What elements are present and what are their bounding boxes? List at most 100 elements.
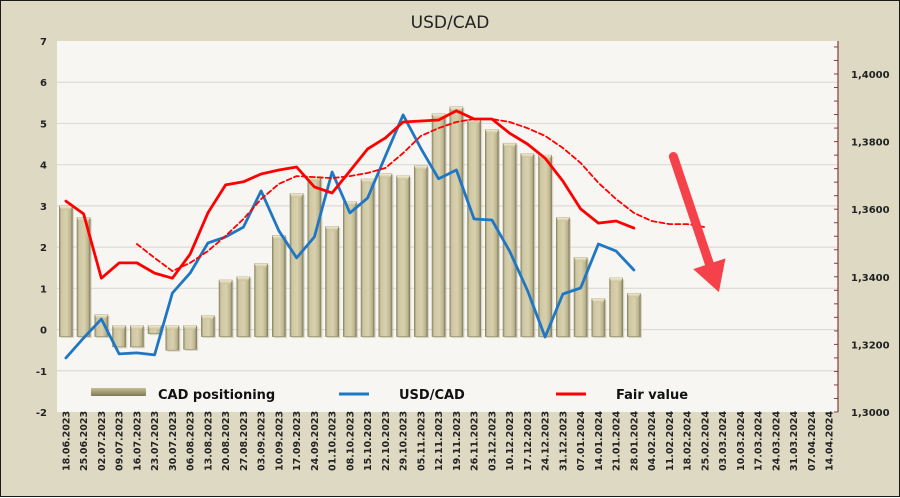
bar: [343, 201, 358, 339]
left-tick-label: 3: [40, 202, 47, 213]
x-tick-label: 16.07.2023: [132, 411, 143, 471]
left-tick-label: 1: [40, 284, 47, 295]
x-tick-label: 29.10.2023: [399, 411, 410, 471]
x-tick-label: 15.10.2023: [363, 411, 374, 471]
bar: [272, 235, 287, 339]
bar-cap: [219, 280, 233, 285]
left-tick-label: 2: [40, 243, 47, 254]
bar-cap: [325, 226, 339, 231]
legend: CAD positioning USD/CAD Fair value: [91, 388, 688, 403]
bar-body: [59, 205, 73, 337]
line-fair-value: [64, 109, 636, 280]
x-tick-label: 17.09.2023: [292, 411, 303, 471]
bar-body: [396, 175, 410, 337]
right-tick-label: 1,3800: [851, 138, 890, 149]
bar-body: [414, 165, 428, 337]
x-tick-label: 10.12.2023: [505, 411, 516, 471]
bar: [236, 276, 252, 339]
left-tick-label: 5: [40, 119, 47, 130]
bar-cap: [414, 165, 428, 170]
x-tick-label: 14.04.2024: [825, 411, 836, 471]
bar: [520, 153, 536, 339]
arrow-head: [693, 258, 726, 293]
x-tick-label: 20.08.2023: [221, 411, 232, 471]
bar-body: [520, 153, 535, 337]
bar-cap: [503, 143, 517, 148]
bar: [325, 226, 341, 339]
arrow-shaft: [668, 151, 714, 269]
bar-cap: [396, 175, 410, 180]
bar: [112, 325, 128, 349]
x-tick-label: 19.11.2023: [452, 411, 463, 471]
x-tick-label: 21.01.2024: [612, 411, 623, 471]
line-series: [64, 109, 706, 360]
bar: [609, 277, 625, 339]
x-tick-label: 24.03.2024: [771, 411, 782, 471]
x-tick-label: 07.01.2024: [576, 411, 587, 471]
bar-body: [573, 257, 588, 337]
bar: [360, 178, 376, 339]
bar-cap: [627, 293, 641, 298]
x-tick-label: 04.02.2024: [647, 411, 658, 471]
left-tick-label: -1: [36, 367, 47, 378]
bar-cap: [148, 325, 162, 330]
line-usd-cad: [64, 113, 636, 360]
bar-cap: [520, 153, 534, 158]
x-tick-label: 22.10.2023: [381, 411, 392, 471]
left-tick-label: 0: [40, 326, 47, 337]
bar: [538, 154, 554, 339]
bar-body: [538, 154, 552, 337]
x-tick-label: 17.03.2024: [754, 411, 765, 471]
bar-cap: [556, 217, 570, 222]
bar-body: [325, 226, 339, 337]
x-tick-label: 24.12.2023: [541, 411, 552, 471]
x-tick-label: 18.02.2024: [683, 411, 694, 471]
x-tick-label: 03.12.2023: [487, 411, 498, 471]
bar-cap: [130, 325, 144, 330]
x-tick-label: 09.07.2023: [115, 411, 126, 471]
x-tick-label: 05.11.2023: [416, 411, 427, 471]
legend-label: CAD positioning: [158, 388, 275, 403]
bar-cap: [236, 276, 250, 281]
bar: [378, 173, 394, 339]
bar: [289, 193, 305, 339]
bar-body: [467, 119, 481, 337]
bar-series-cad-positioning: [59, 106, 642, 352]
x-tick-label: 27.08.2023: [239, 411, 250, 471]
legend-item: CAD positioning: [91, 388, 275, 403]
left-tick-label: 6: [40, 78, 47, 89]
bar: [307, 176, 323, 339]
x-tick-label: 01.10.2023: [328, 411, 339, 471]
bar-body: [485, 129, 499, 337]
bar-cap: [183, 325, 197, 330]
x-tick-label: 12.11.2023: [434, 411, 445, 471]
bar-cap: [449, 106, 463, 111]
x-tick-label: 31.12.2023: [558, 411, 569, 471]
bar: [254, 263, 270, 339]
x-tick-label: 14.01.2024: [594, 411, 605, 471]
right-tick-label: 1,3600: [851, 205, 890, 216]
bar-cap: [112, 325, 126, 330]
bar: [485, 129, 500, 339]
bar: [414, 165, 429, 339]
bar-body: [307, 176, 322, 337]
bar-cap: [201, 315, 215, 320]
bar-cap: [165, 325, 179, 330]
bar-cap: [254, 263, 268, 268]
right-tick-label: 1,3400: [851, 273, 890, 284]
bar: [183, 325, 199, 351]
x-tick-label: 30.07.2023: [168, 411, 179, 471]
x-tick-label: 28.01.2024: [629, 411, 640, 471]
x-tick-label: 24.09.2023: [310, 411, 321, 471]
x-tick-label: 10.09.2023: [274, 411, 285, 471]
bar-body: [502, 142, 517, 337]
x-axis: 18.06.2023 25.06.2023 02.07.2023 09.07.2023…: [61, 411, 835, 471]
trend-arrow: [668, 151, 726, 293]
bar: [165, 325, 181, 352]
left-tick-label: -2: [36, 408, 47, 419]
x-tick-label: 25.06.2023: [79, 411, 90, 471]
legend-swatch-bar: [91, 388, 146, 396]
bar: [573, 257, 589, 339]
legend-item: USD/CAD: [339, 388, 465, 403]
